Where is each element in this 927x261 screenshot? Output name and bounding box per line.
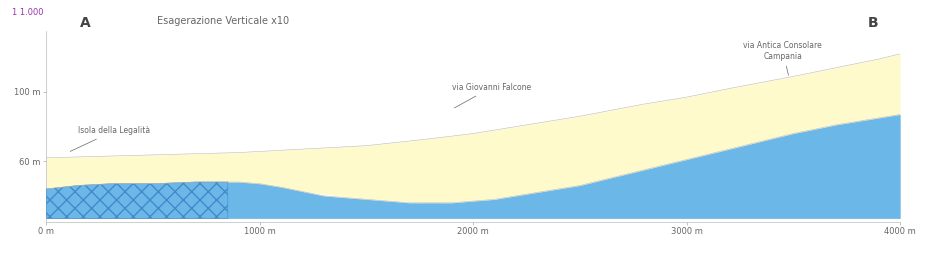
Text: B: B <box>867 16 877 30</box>
Text: Isola della Legalità: Isola della Legalità <box>70 126 150 151</box>
Text: A: A <box>80 16 90 30</box>
Text: via Antica Consolare
Campania: via Antica Consolare Campania <box>743 41 821 75</box>
Text: Esagerazione Verticale x10: Esagerazione Verticale x10 <box>158 16 289 26</box>
Text: 1 1.000: 1 1.000 <box>12 8 44 17</box>
Text: via Giovanni Falcone: via Giovanni Falcone <box>451 83 530 108</box>
